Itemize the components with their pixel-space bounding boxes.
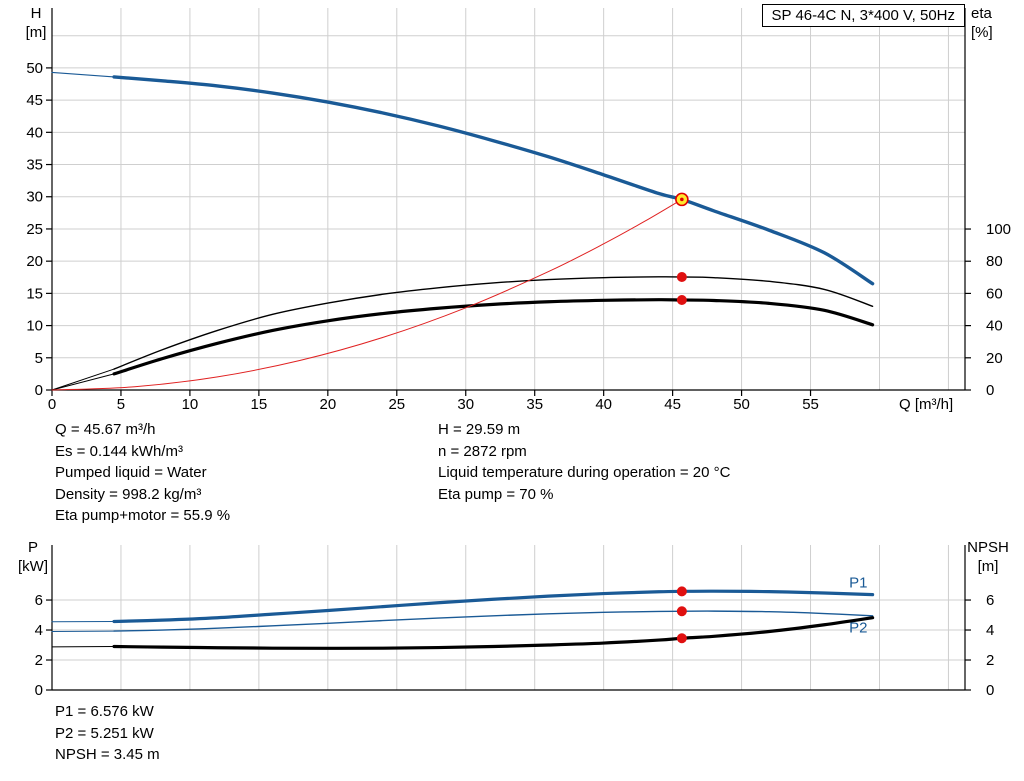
qh-eta-chart-x-tick-label: 15 bbox=[251, 396, 268, 413]
qh-eta-chart-right-tick-label: 80 bbox=[986, 253, 1003, 270]
qh-eta-chart-left-tick-label: 35 bbox=[26, 157, 43, 174]
qh-eta-chart-left-tick-label: 15 bbox=[26, 285, 43, 302]
eta-pump-motor-point bbox=[676, 295, 687, 306]
npsh-axis-title: NPSH [m] bbox=[962, 538, 1014, 576]
duty-point-center bbox=[680, 197, 684, 202]
p1-curve-label: P1 bbox=[849, 574, 867, 591]
speed-text: n = 2872 rpm bbox=[438, 442, 527, 460]
qh-eta-chart-x-tick-label: 10 bbox=[182, 396, 199, 413]
duty-info-right: H = 29.59 m n = 2872 rpm Liquid temperat… bbox=[438, 419, 730, 505]
axis-title-line: [m] bbox=[25, 24, 47, 41]
power-npsh-chart-right-tick-label: 6 bbox=[986, 592, 994, 609]
qh-eta-chart-left-tick-label: 20 bbox=[26, 253, 43, 270]
eta-pump-motor-text: Eta pump+motor = 55.9 % bbox=[55, 507, 231, 524]
qh-curve bbox=[112, 75, 875, 286]
qh-eta-chart-left-tick-label: 0 bbox=[35, 382, 43, 399]
system-curve bbox=[51, 198, 683, 391]
axis-title-line: [m] bbox=[977, 558, 999, 575]
power-npsh-chart-right-tick-label: 2 bbox=[986, 652, 994, 669]
eta-axis-title: eta [%] bbox=[971, 4, 1019, 42]
qh-eta-chart-left-tick-label: 10 bbox=[26, 318, 43, 335]
eta-pump-text: Eta pump = 70 % bbox=[438, 485, 554, 503]
qh-eta-chart-left-tick-label: 50 bbox=[26, 60, 43, 77]
q-axis-title: Q [m³/h] bbox=[899, 396, 954, 413]
p1-curve bbox=[112, 589, 875, 624]
qh-eta-chart-left-tick-label: 25 bbox=[26, 221, 43, 238]
p2-curve bbox=[113, 610, 874, 632]
eta-pump-curve-lead bbox=[51, 368, 115, 391]
qh-eta-chart-left-tick-label: 40 bbox=[26, 124, 43, 141]
axis-title-line: P bbox=[27, 539, 38, 556]
axis-title-line: eta bbox=[971, 5, 992, 22]
liquid-temp-text: Liquid temperature during operation = 20… bbox=[438, 464, 731, 481]
axis-title-line: [%] bbox=[971, 24, 993, 41]
p1-value-text: P1 = 6.576 kW bbox=[55, 703, 154, 720]
p-axis-title: P [kW] bbox=[12, 538, 54, 576]
axis-title-line: NPSH bbox=[967, 539, 1009, 556]
qh-eta-chart-x-tick-label: 20 bbox=[319, 396, 336, 413]
axis-title-line: [kW] bbox=[18, 558, 48, 575]
power-npsh-chart-left-tick-label: 0 bbox=[35, 682, 43, 699]
power-info: P1 = 6.576 kW P2 = 5.251 kW NPSH = 3.45 … bbox=[55, 701, 160, 766]
qh-eta-chart-left-tick-label: 5 bbox=[35, 350, 43, 367]
qh-eta-chart-left-tick-label: 45 bbox=[26, 92, 43, 109]
eta-pump-motor-curve-lead bbox=[51, 373, 115, 391]
eta-pump-curve bbox=[113, 276, 874, 370]
p2-value-text: P2 = 5.251 kW bbox=[55, 724, 154, 742]
qh-eta-chart-x-tick-label: 55 bbox=[802, 396, 819, 413]
qh-eta-chart-left-tick-label: 30 bbox=[26, 189, 43, 206]
p1-point bbox=[676, 586, 687, 597]
npsh-curve bbox=[112, 616, 875, 650]
power-npsh-chart-right-tick-label: 0 bbox=[986, 682, 994, 699]
qh-eta-chart-right-tick-label: 0 bbox=[986, 382, 994, 399]
density-text: Density = 998.2 kg/m³ bbox=[55, 485, 202, 503]
qh-eta-chart-x-tick-label: 40 bbox=[595, 396, 612, 413]
axis-title-line: H bbox=[30, 5, 42, 22]
npsh-point bbox=[676, 633, 687, 644]
pump-model-title: SP 46-4C N, 3*400 V, 50Hz bbox=[761, 4, 965, 27]
pumped-liquid-text: Pumped liquid = Water bbox=[55, 464, 207, 481]
qh-eta-chart-x-tick-label: 5 bbox=[117, 396, 125, 413]
duty-info-left: Q = 45.67 m³/h Es = 0.144 kWh/m³ Pumped … bbox=[55, 419, 230, 527]
qh-eta-chart-x-tick-label: 50 bbox=[733, 396, 750, 413]
q-value-text: Q = 45.67 m³/h bbox=[55, 421, 156, 438]
eta-pump-point bbox=[676, 271, 687, 282]
qh-eta-chart-x-tick-label: 30 bbox=[457, 396, 474, 413]
qh-eta-chart-right-tick-label: 40 bbox=[986, 318, 1003, 335]
qh-eta-chart-x-tick-label: 25 bbox=[388, 396, 405, 413]
power-npsh-chart-left-tick-label: 4 bbox=[35, 622, 43, 639]
qh-curve-lead bbox=[51, 71, 115, 78]
power-npsh-chart-right-tick-label: 4 bbox=[986, 622, 994, 639]
p2-point bbox=[676, 606, 687, 617]
qh-eta-chart-right-tick-label: 100 bbox=[986, 221, 1011, 238]
h-value-text: H = 29.59 m bbox=[438, 421, 521, 438]
p2-curve-label: P2 bbox=[849, 619, 867, 636]
qh-eta-chart-x-tick-label: 45 bbox=[664, 396, 681, 413]
power-npsh-chart-left-tick-label: 2 bbox=[35, 652, 43, 669]
h-axis-title: H [m] bbox=[18, 4, 54, 42]
qh-eta-chart-right-tick-label: 20 bbox=[986, 350, 1003, 367]
es-value-text: Es = 0.144 kWh/m³ bbox=[55, 442, 183, 460]
npsh-value-text: NPSH = 3.45 m bbox=[55, 746, 160, 763]
power-npsh-chart-left-tick-label: 6 bbox=[35, 592, 43, 609]
qh-eta-chart-x-tick-label: 35 bbox=[526, 396, 543, 413]
eta-pump-motor-curve bbox=[112, 298, 875, 376]
qh-eta-chart-x-tick-label: 0 bbox=[48, 396, 56, 413]
qh-eta-chart-right-tick-label: 60 bbox=[986, 285, 1003, 302]
